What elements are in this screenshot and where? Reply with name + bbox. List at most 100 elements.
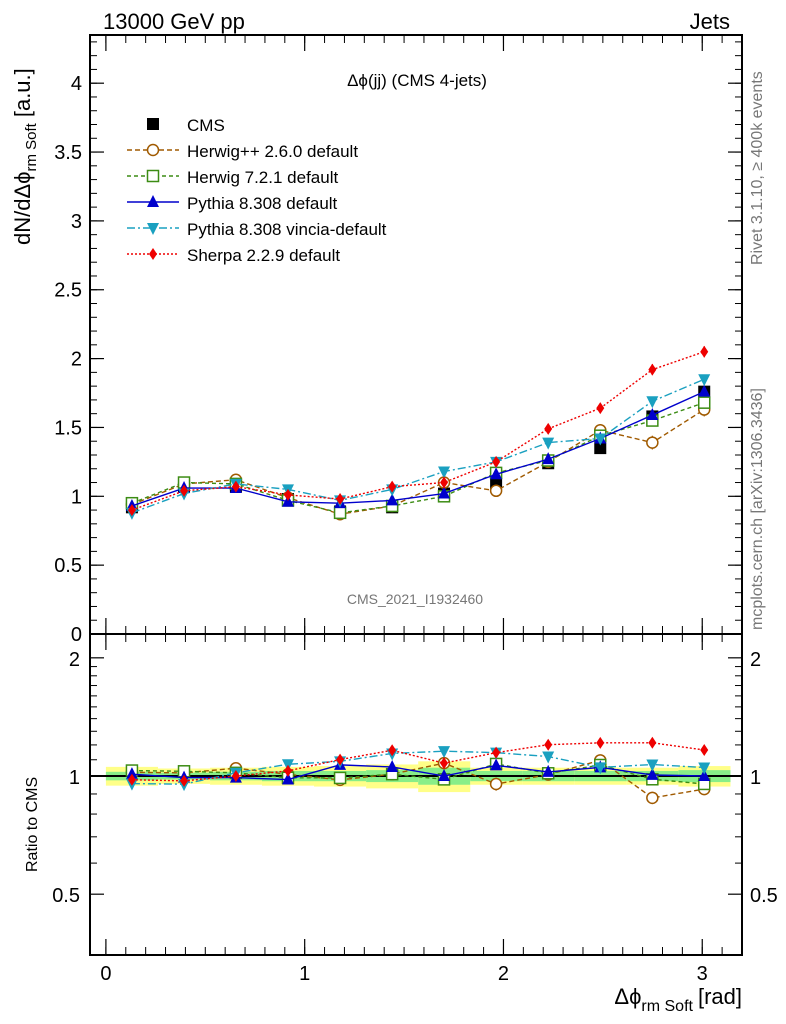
x-tick-label: 2	[498, 963, 509, 985]
series-sherpa-2-2-9-default-point	[283, 488, 292, 501]
series-herwig-2-6-0-default-ratio-point	[489, 777, 503, 791]
series-herwig-7-2-1-default-ratio-point	[333, 771, 347, 785]
analysis-id: CMS_2021_I1932460	[347, 591, 483, 607]
series-pythia-8-308-default-ratio-point	[438, 769, 451, 782]
series-herwig-2-6-0-default-point	[646, 436, 659, 449]
legend-label: Sherpa 2.2.9 default	[187, 246, 340, 265]
y-tick-label: 3.5	[54, 142, 82, 164]
y-tick-label: 3	[71, 211, 82, 233]
series-pythia-8-308-vincia-default-point	[646, 396, 659, 409]
legend-marker	[146, 143, 160, 157]
series-sherpa-2-2-9-default-ratio-point	[283, 764, 292, 777]
series-herwig-2-6-0-default-ratio-point	[646, 791, 659, 805]
ratio-tick-label: 1	[69, 767, 80, 789]
ratio-tick-label-right: 2	[750, 649, 761, 671]
y-tick-label: 4	[71, 73, 82, 95]
series-sherpa-2-2-9-default-point	[440, 476, 449, 489]
series-pythia-8-308-vincia-default-point	[542, 437, 555, 450]
series-pythia-8-308-default-ratio-point	[542, 764, 555, 777]
series-pythia-8-308-default-point	[646, 408, 659, 421]
series-herwig-7-2-1-default-line	[131, 402, 705, 514]
series-pythia-8-308-default-point	[490, 467, 503, 480]
series-pythia-8-308-default-point	[698, 384, 711, 397]
series-sherpa-2-2-9-default-ratio-line	[131, 742, 705, 782]
ratio-y-axis-label: Ratio to CMS	[24, 777, 41, 872]
ratio-tick-label-right: 1	[750, 767, 761, 789]
category-label: Jets	[690, 9, 730, 34]
series-pythia-8-308-default-point	[386, 493, 399, 506]
legend-label: Pythia 8.308 default	[187, 194, 338, 213]
series-herwig-7-2-1-default-point	[697, 396, 711, 409]
series-sherpa-2-2-9-default-ratio-point	[596, 736, 605, 749]
series-pythia-8-308-vincia-default-ratio-line	[131, 750, 705, 785]
series-sherpa-2-2-9-default-ratio-point	[544, 738, 553, 751]
series-sherpa-2-2-9-default-ratio-point	[336, 753, 345, 766]
data-point-cms	[594, 442, 607, 455]
legend-marker	[147, 195, 159, 207]
series-herwig-7-2-1-default-point	[333, 506, 347, 520]
rivet-version-label: Rivet 3.1.10, ≥ 400k events	[749, 71, 766, 265]
series-sherpa-2-2-9-default-point	[231, 480, 240, 493]
series-sherpa-2-2-9-default-line	[131, 351, 705, 511]
series-pythia-8-308-default-ratio-point	[281, 772, 294, 785]
process-label: 13000 GeV pp	[103, 9, 245, 34]
series-pythia-8-308-vincia-default-ratio-point	[438, 746, 451, 759]
y-tick-label: 0.5	[54, 555, 82, 577]
legend-marker	[147, 223, 159, 235]
series-pythia-8-308-default-ratio-point	[698, 769, 711, 782]
series-sherpa-2-2-9-default-point	[180, 484, 189, 497]
series-sherpa-2-2-9-default-point	[700, 345, 709, 358]
ratio-panel: 0 1 2 3 0.5 0.5 1 1 2 2	[52, 633, 778, 985]
series-pythia-8-308-default-ratio-point	[646, 767, 659, 780]
series-sherpa-2-2-9-default-point	[544, 422, 553, 435]
x-tick-label: 3	[697, 963, 708, 985]
series-pythia-8-308-default-point	[438, 486, 451, 499]
ratio-frame	[89, 633, 743, 956]
legend-marker	[146, 169, 160, 183]
y-axis-label: dN/dΔϕrm Soft[a.u.]	[10, 68, 40, 245]
series-sherpa-2-2-9-default-ratio-point	[388, 744, 397, 757]
series-pythia-8-308-vincia-default-point	[438, 466, 451, 479]
legend-label-cms: CMS	[187, 116, 225, 135]
y-tick-label: 2.5	[54, 280, 82, 302]
series-pythia-8-308-default-ratio-point	[490, 758, 503, 771]
series-sherpa-2-2-9-default-point	[127, 504, 136, 517]
main-panel: 0 0.5 1 1.5 2 2.5 3 3.5 4	[54, 34, 743, 646]
series-pythia-8-308-vincia-default-ratio-point	[698, 762, 711, 775]
series-sherpa-2-2-9-default-point	[336, 493, 345, 506]
series-sherpa-2-2-9-default-ratio-point	[231, 770, 240, 783]
series-sherpa-2-2-9-default-ratio-point	[127, 773, 136, 786]
x-tick-label: 0	[100, 963, 111, 985]
series-sherpa-2-2-9-default-ratio-point	[180, 774, 189, 787]
series-herwig-2-6-0-default-line	[131, 408, 705, 515]
ratio-tick-label-right: 0.5	[750, 885, 778, 907]
series-pythia-8-308-vincia-default-ratio-point	[542, 751, 555, 764]
legend-label: Pythia 8.308 vincia-default	[187, 220, 387, 239]
series-pythia-8-308-vincia-default-point	[698, 374, 711, 387]
series-sherpa-2-2-9-default-point	[492, 455, 501, 468]
legend-marker	[149, 248, 157, 260]
series-pythia-8-308-vincia-default-ratio-point	[646, 759, 659, 772]
series-sherpa-2-2-9-default-ratio-point	[700, 744, 709, 757]
series-sherpa-2-2-9-default-point	[596, 402, 605, 415]
y-tick-label: 0	[71, 624, 82, 646]
legend-marker-cms	[147, 118, 159, 130]
chart-title: Δϕ(jj) (CMS 4-jets)	[347, 71, 487, 90]
series-sherpa-2-2-9-default-ratio-point	[492, 746, 501, 759]
y-tick-label: 1	[71, 486, 82, 508]
series-sherpa-2-2-9-default-point	[648, 363, 657, 376]
x-tick-label: 1	[299, 963, 310, 985]
series-pythia-8-308-default-ratio-point	[386, 759, 399, 772]
series-pythia-8-308-default-point	[542, 452, 555, 465]
series-sherpa-2-2-9-default-point	[388, 480, 397, 493]
series-pythia-8-308-default-line	[131, 391, 705, 507]
series-pythia-8-308-vincia-default-ratio-point	[594, 762, 607, 775]
ratio-tick-label: 2	[69, 649, 80, 671]
legend: CMS Herwig++ 2.6.0 default Herwig 7.2.1 de…	[127, 116, 387, 265]
series-pythia-8-308-default-ratio-line	[131, 764, 705, 781]
ratio-tick-label: 0.5	[52, 885, 80, 907]
mcplots-label: mcplots.cern.ch [arXiv:1306.3436]	[749, 388, 766, 630]
series-herwig-2-6-0-default-point	[489, 484, 503, 498]
series-sherpa-2-2-9-default-ratio-point	[440, 757, 449, 770]
